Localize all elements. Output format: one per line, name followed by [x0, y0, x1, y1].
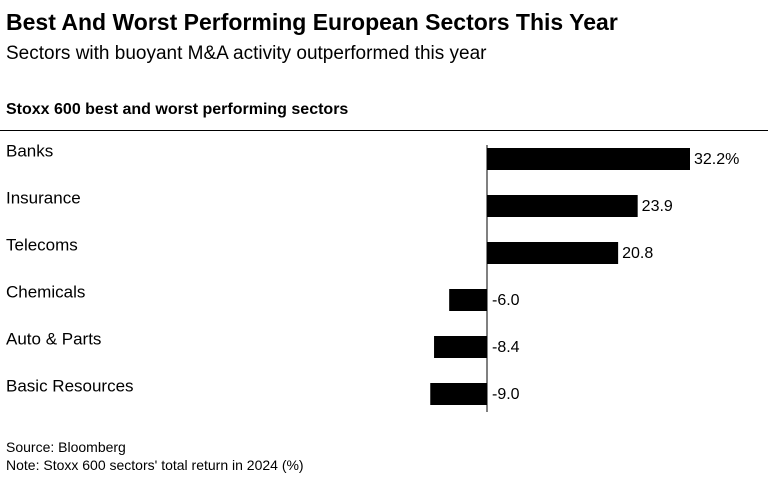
category-label-basic-resources: Basic Resources — [6, 376, 134, 395]
bar-insurance — [487, 195, 638, 217]
bar-auto-parts — [434, 336, 487, 358]
category-label-chemicals: Chemicals — [6, 282, 85, 301]
value-label-telecoms: 20.8 — [622, 245, 653, 262]
value-label-auto-parts: -8.4 — [492, 339, 520, 356]
bar-chemicals — [449, 289, 487, 311]
bar-basic-resources — [430, 383, 487, 405]
bar-banks — [487, 148, 690, 170]
footnote: Note: Stoxx 600 sectors' total return in… — [6, 457, 304, 473]
category-label-telecoms: Telecoms — [6, 235, 78, 254]
value-label-banks: 32.2% — [694, 151, 739, 168]
value-label-basic-resources: -9.0 — [492, 386, 520, 403]
value-label-insurance: 23.9 — [642, 198, 673, 215]
chart-title: Best And Worst Performing European Secto… — [6, 9, 618, 35]
bar-chart: Banks 32.2% Insurance 23.9 Telecoms 20.8 Chemi… — [6, 141, 739, 412]
chart-heading: Stoxx 600 best and worst performing sect… — [6, 101, 349, 118]
source-note: Source: Bloomberg — [6, 439, 126, 455]
category-label-auto-parts: Auto & Parts — [6, 329, 101, 348]
chart-subtitle: Sectors with buoyant M&A activity outper… — [6, 43, 487, 64]
heading-divider — [0, 130, 768, 131]
category-label-insurance: Insurance — [6, 188, 81, 207]
category-label-banks: Banks — [6, 141, 53, 160]
value-label-chemicals: -6.0 — [492, 292, 520, 309]
bar-telecoms — [487, 242, 619, 264]
